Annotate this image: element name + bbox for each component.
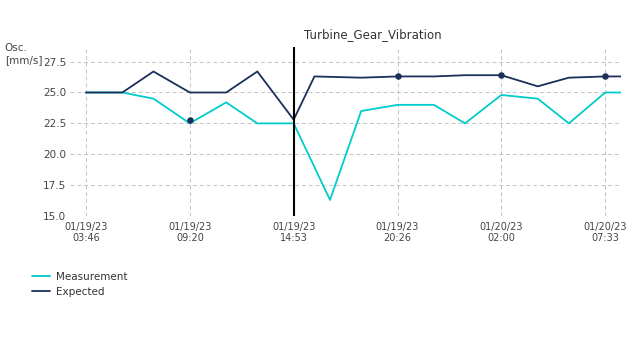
Measurement xyxy=(186,121,194,126)
Measurement xyxy=(430,103,438,107)
Expected xyxy=(430,74,438,78)
Expected xyxy=(497,73,505,77)
Title: Turbine_Gear_Vibration: Turbine_Gear_Vibration xyxy=(304,28,442,41)
Point xyxy=(185,117,195,122)
Measurement xyxy=(82,90,90,95)
Expected xyxy=(186,90,194,95)
Point xyxy=(496,72,506,78)
Expected xyxy=(310,74,318,78)
Measurement xyxy=(534,96,541,101)
Expected xyxy=(602,74,609,78)
Expected xyxy=(394,74,401,78)
Measurement xyxy=(602,90,609,95)
Measurement xyxy=(357,109,365,113)
Measurement xyxy=(118,90,126,95)
Measurement xyxy=(394,103,401,107)
Expected xyxy=(637,74,640,78)
Legend: Measurement, Expected: Measurement, Expected xyxy=(31,272,127,297)
Measurement xyxy=(637,90,640,95)
Point xyxy=(600,73,611,79)
Line: Expected: Expected xyxy=(86,70,640,120)
Expected xyxy=(357,76,365,80)
Measurement xyxy=(222,100,230,104)
Expected xyxy=(534,84,541,89)
Measurement xyxy=(461,121,469,126)
Expected xyxy=(82,90,90,95)
Expected xyxy=(565,76,573,80)
Measurement xyxy=(565,121,573,126)
Expected xyxy=(118,90,126,95)
Measurement xyxy=(290,121,298,126)
Expected xyxy=(150,69,157,74)
Expected xyxy=(461,73,469,77)
Line: Measurement: Measurement xyxy=(86,93,640,200)
Y-axis label: Osc.
[mm/s]: Osc. [mm/s] xyxy=(5,44,42,65)
Measurement xyxy=(150,96,157,101)
Expected xyxy=(290,117,298,122)
Measurement xyxy=(497,93,505,97)
Measurement xyxy=(326,198,334,202)
Measurement xyxy=(253,121,261,126)
Point xyxy=(392,73,403,79)
Expected xyxy=(222,90,230,95)
Expected xyxy=(253,69,261,74)
